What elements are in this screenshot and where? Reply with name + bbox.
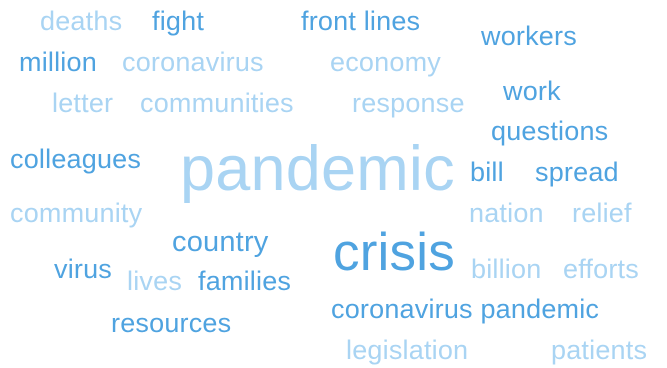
word-nation: nation bbox=[469, 198, 544, 228]
word-families: families bbox=[198, 266, 292, 296]
word-colleagues: colleagues bbox=[10, 144, 142, 174]
word-coronavirus: coronavirus bbox=[122, 47, 264, 77]
word-communities: communities bbox=[140, 88, 294, 118]
word-front-lines: front lines bbox=[301, 6, 421, 36]
word-country: country bbox=[172, 226, 269, 258]
word-economy: economy bbox=[330, 47, 441, 77]
word-workers: workers bbox=[481, 21, 577, 51]
word-response: response bbox=[352, 88, 465, 118]
word-bill: bill bbox=[470, 157, 504, 187]
word-deaths: deaths bbox=[40, 6, 123, 36]
word-crisis: crisis bbox=[333, 223, 455, 282]
word-efforts: efforts bbox=[563, 254, 639, 284]
word-million: million bbox=[19, 47, 97, 77]
word-resources: resources bbox=[111, 308, 232, 338]
word-patients: patients bbox=[551, 335, 648, 365]
word-community: community bbox=[10, 198, 143, 228]
word-billion: billion bbox=[471, 254, 542, 284]
word-work: work bbox=[503, 76, 561, 106]
word-letter: letter bbox=[52, 88, 114, 118]
word-relief: relief bbox=[572, 198, 632, 228]
word-spread: spread bbox=[535, 157, 619, 187]
word-virus: virus bbox=[54, 254, 113, 284]
word-questions: questions bbox=[491, 116, 609, 146]
word-coronavirus-pandemic: coronavirus pandemic bbox=[331, 294, 600, 324]
word-legislation: legislation bbox=[346, 335, 469, 365]
word-pandemic: pandemic bbox=[180, 134, 455, 204]
word-lives: lives bbox=[127, 266, 183, 296]
word-fight: fight bbox=[152, 6, 205, 36]
